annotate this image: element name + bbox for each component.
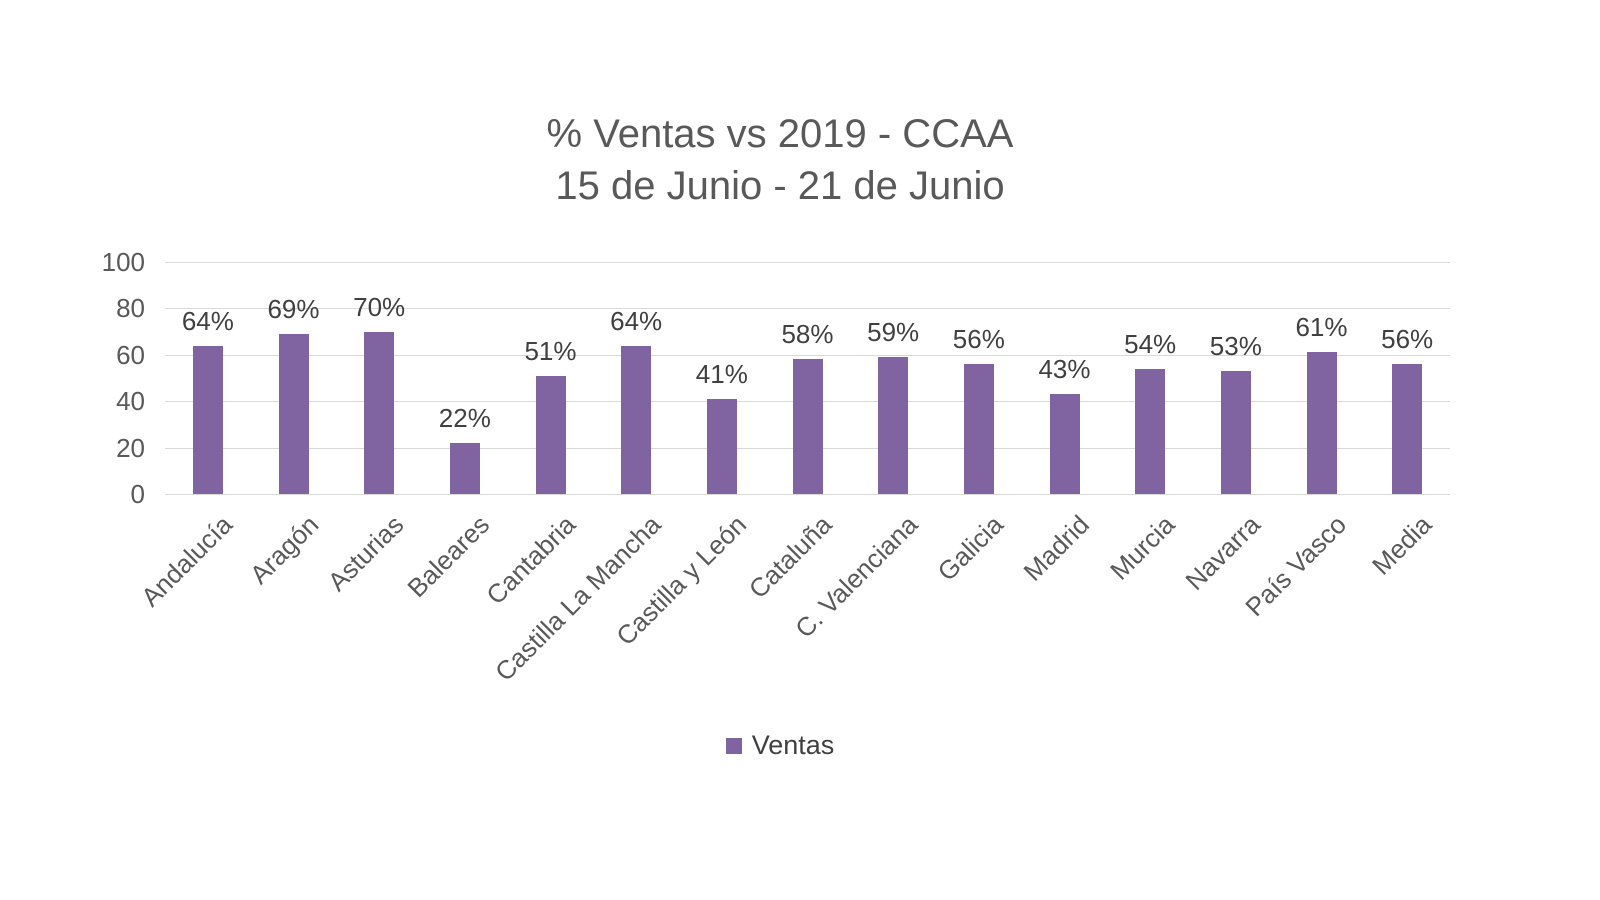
- bar: [792, 359, 823, 494]
- bar-value-label: 56%: [1381, 324, 1434, 355]
- bar: [1135, 368, 1166, 494]
- bar-value-label: 51%: [524, 335, 577, 366]
- y-axis-tick-label: 0: [130, 479, 145, 509]
- bar: [1220, 371, 1251, 494]
- bar-value-label: 56%: [952, 324, 1005, 355]
- bar-value-label: 70%: [353, 291, 406, 322]
- bar: [364, 331, 395, 494]
- bar-value-label: 43%: [1038, 354, 1091, 385]
- chart-title-line1: % Ventas vs 2019 - CCAA: [546, 112, 1014, 156]
- bar-value-label: 61%: [1295, 312, 1348, 343]
- bar: [1306, 352, 1337, 494]
- bar-value-label: 59%: [867, 317, 920, 348]
- bar: [878, 357, 909, 494]
- y-axis-tick-label: 80: [116, 293, 145, 324]
- bar: [706, 398, 737, 494]
- legend-label-ventas: Ventas: [751, 730, 835, 760]
- bar-value-label: 41%: [695, 358, 748, 389]
- y-axis-tick-label: 20: [116, 432, 145, 463]
- gridline: [165, 354, 1450, 356]
- plot-area: 0 20 40 60 80 100 64% Andalucía 69% Aragón 70% Astu…: [102, 247, 1450, 687]
- bar-value-label: 64%: [610, 305, 663, 336]
- bar: [621, 345, 652, 494]
- bar: [963, 364, 994, 494]
- legend-swatch-ventas: [725, 737, 742, 754]
- legend: Ventas: [0, 730, 1560, 761]
- y-axis-tick-label: 40: [116, 386, 145, 417]
- bar: [449, 442, 480, 494]
- bar: [192, 345, 223, 494]
- bar-value-label: 53%: [1209, 331, 1262, 362]
- bar-value-label: 64%: [181, 305, 234, 336]
- bar: [535, 375, 566, 494]
- x-category-label: Andalucía: [135, 509, 239, 613]
- bar-value-label: 22%: [438, 402, 491, 433]
- x-category-label: Castilla La Mancha: [489, 509, 667, 687]
- x-category-label: Murcia: [1104, 509, 1181, 586]
- bar: [1392, 364, 1423, 494]
- chart-title: % Ventas vs 2019 - CCAA 15 de Junio - 21…: [0, 108, 1560, 212]
- x-category-label: Galicia: [931, 509, 1010, 587]
- x-category-label: Media: [1366, 509, 1438, 581]
- y-axis-tick-label: 100: [101, 247, 145, 277]
- x-category-label: Aragón: [243, 509, 325, 590]
- y-axis-tick-label: 60: [116, 339, 145, 370]
- gridline: [165, 262, 1450, 263]
- x-category-label: Navarra: [1179, 509, 1267, 596]
- bar-value-label: 69%: [267, 293, 320, 324]
- chart-title-line2: 15 de Junio - 21 de Junio: [555, 164, 1005, 208]
- x-category-label: Asturias: [322, 509, 410, 597]
- bar-value-label: 58%: [781, 319, 834, 350]
- gridline: [165, 308, 1450, 310]
- bar: [278, 333, 309, 494]
- gridline: [165, 494, 1450, 495]
- x-category-label: Madrid: [1017, 509, 1096, 587]
- bar-value-label: 54%: [1124, 328, 1177, 359]
- bar: [1049, 394, 1080, 494]
